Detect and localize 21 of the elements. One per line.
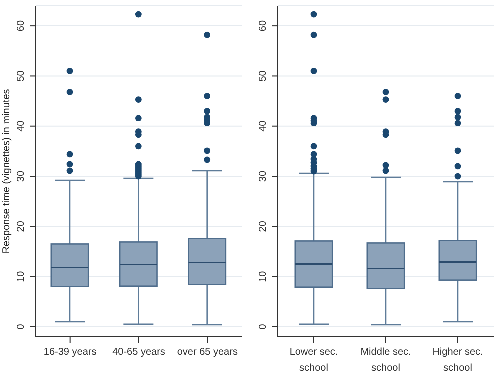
y-tick-label: 40	[258, 120, 269, 132]
x-tick-label: Middle sec. school	[360, 347, 412, 373]
y-tick-label: 10	[258, 270, 269, 282]
y-tick-label: 0	[16, 324, 27, 330]
y-tick-label: 20	[258, 220, 269, 232]
x-tick-label: 16-39 years	[44, 347, 97, 358]
y-tick-label: 60	[16, 20, 27, 32]
y-tick-label: 30	[16, 170, 27, 182]
y-tick-label: 40	[16, 120, 27, 132]
y-tick-label: 30	[258, 170, 269, 182]
x-tick-label: 40-65 years	[112, 347, 166, 358]
y-axis-title: Response time (vignettes) in minutes	[2, 89, 13, 254]
y-tick-label: 60	[258, 20, 269, 32]
y-tick-label: 20	[16, 220, 27, 232]
x-tick-label: Lower sec. school	[290, 347, 338, 373]
y-tick-label: 50	[16, 70, 27, 82]
x-tick-label: over 65 years	[177, 347, 238, 358]
y-tick-label: 10	[16, 270, 27, 282]
y-tick-label: 0	[258, 324, 269, 330]
y-tick-label: 50	[258, 70, 269, 82]
x-tick-label: Higher sec. school	[432, 347, 484, 373]
